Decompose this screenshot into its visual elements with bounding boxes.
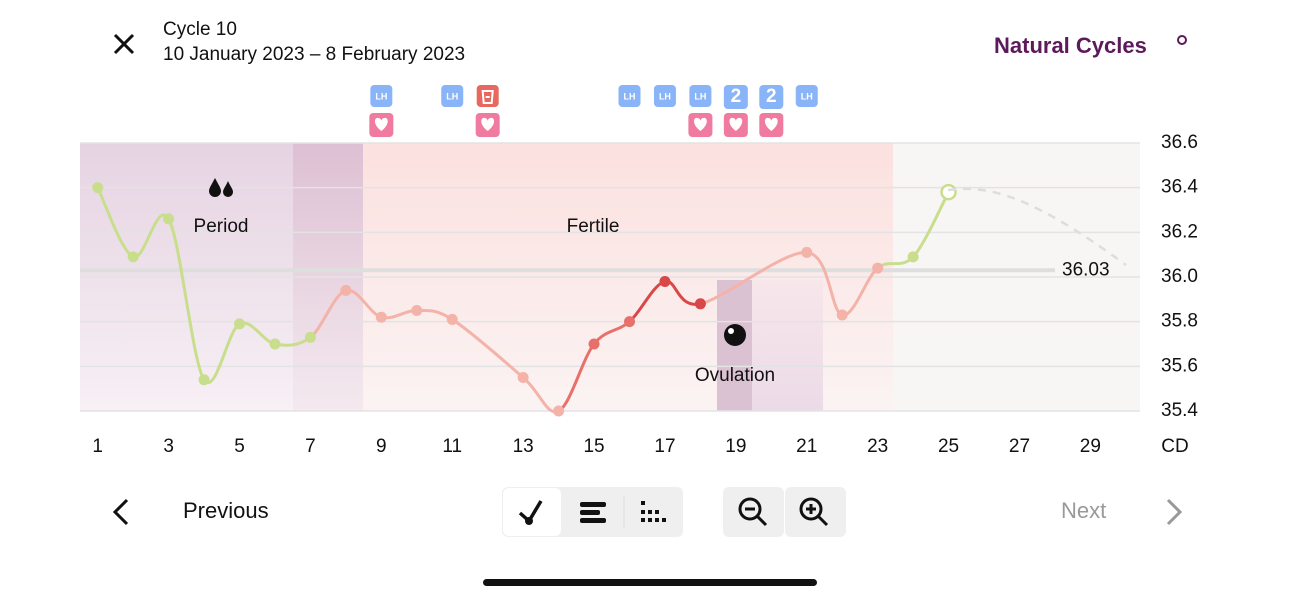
temperature-point: [340, 284, 352, 296]
next-button[interactable]: Next: [1061, 498, 1106, 523]
heart-icon: [764, 117, 778, 131]
temperature-point: [907, 251, 919, 263]
brand-mark: [1177, 35, 1187, 45]
x-tick-label: 13: [513, 436, 534, 457]
test-label: 2: [766, 86, 777, 107]
temperature-point: [234, 318, 246, 330]
temperature-point: [92, 182, 104, 194]
x-tick-label: 15: [583, 436, 604, 457]
period-label: Period: [194, 216, 249, 237]
previous-button[interactable]: Previous: [183, 498, 269, 523]
x-tick-label: 5: [234, 436, 245, 457]
zoom-out[interactable]: [723, 487, 784, 537]
y-tick-label: 35.6: [1161, 355, 1198, 376]
temperature-point: [940, 183, 957, 201]
temperature-point: [517, 372, 529, 383]
temperature-point: [801, 246, 813, 258]
cycle-dates: 10 January 2023 – 8 February 2023: [163, 44, 465, 65]
temperature-point: [659, 275, 671, 287]
y-tick-label: 36.0: [1161, 266, 1198, 287]
temperature-point: [127, 251, 139, 263]
y-tick-label: 36.6: [1161, 132, 1198, 153]
temperature-point: [872, 262, 884, 274]
test-label: LH: [694, 91, 706, 101]
test-badge: [653, 85, 676, 107]
y-tick-label: 36.4: [1161, 177, 1198, 198]
view-dots[interactable]: [641, 501, 666, 522]
temperature-point: [836, 309, 848, 321]
fertile-label: Fertile: [567, 216, 620, 237]
test-label: LH: [623, 91, 635, 101]
x-tick-label: 17: [654, 436, 675, 457]
temperature-point: [269, 338, 281, 350]
x-tick-label: 11: [442, 436, 462, 457]
heart-icon: [729, 117, 743, 131]
y-tick-label: 35.4: [1161, 400, 1198, 421]
temperature-point: [588, 338, 600, 350]
temperature-point: [198, 374, 210, 386]
x-tick-label: 27: [1009, 436, 1030, 457]
test-badge: [795, 85, 818, 107]
home-indicator: [483, 579, 817, 586]
next-chevron[interactable]: [1166, 498, 1183, 526]
test-badge: [759, 85, 784, 109]
zoom-in[interactable]: [785, 487, 846, 537]
test-label: LH: [801, 91, 813, 101]
heart-icon: [694, 117, 707, 131]
x-tick-label: 3: [163, 436, 174, 457]
test-badge: [723, 85, 748, 109]
test-badge: [441, 85, 464, 107]
temperature-point: [694, 298, 706, 310]
temperature-point: [375, 311, 387, 323]
x-tick-label: 7: [305, 436, 316, 457]
test-label: 2: [731, 86, 742, 107]
brand: Natural Cycles: [994, 33, 1147, 58]
x-tick-label: 1: [92, 436, 103, 457]
close-button[interactable]: [113, 33, 135, 55]
test-badge: [618, 85, 641, 107]
test-label: LH: [375, 91, 387, 101]
prediction-line: [947, 187, 1127, 267]
y-tick-label: 35.8: [1161, 311, 1198, 332]
view-bars[interactable]: [580, 502, 606, 523]
temperature-line: [167, 218, 206, 381]
test-badge: [689, 85, 712, 107]
period-icon: [209, 178, 233, 197]
temperature-point: [553, 405, 565, 417]
ovulation-icon: [728, 328, 734, 334]
test-badge: [370, 85, 393, 107]
heart-icon: [374, 117, 388, 131]
zoom-icons: [738, 497, 829, 527]
temperature-line: [451, 318, 525, 379]
x-tick-label: 29: [1080, 436, 1101, 457]
test-label: LH: [446, 91, 458, 101]
ovulation-label: Ovulation: [695, 365, 775, 386]
line-icon: [525, 517, 533, 525]
x-tick-label: 9: [376, 436, 387, 457]
heart-icon: [481, 117, 495, 131]
view-line[interactable]: [503, 488, 561, 536]
x-tick-label: 21: [796, 436, 817, 457]
temperature-point: [304, 331, 316, 343]
ovulation-icon: [724, 324, 746, 346]
test-icon: [481, 90, 494, 104]
ovulation-region: [752, 280, 823, 411]
temperature-point: [163, 213, 175, 225]
x-tick-label: 25: [938, 436, 959, 457]
x-tick-label: 23: [867, 436, 888, 457]
cycle-title: Cycle 10: [163, 19, 237, 40]
x-tick-label: 19: [725, 436, 746, 457]
temperature-point: [623, 316, 635, 328]
cover-line-label: 36.03: [1062, 259, 1110, 280]
temperature-point: [446, 313, 458, 325]
x-axis-label: CD: [1161, 436, 1188, 457]
temperature-line: [700, 250, 807, 306]
previous-chevron[interactable]: [112, 498, 129, 526]
y-tick-label: 36.2: [1161, 221, 1198, 242]
temperature-point: [411, 305, 423, 316]
test-label: LH: [659, 91, 671, 101]
